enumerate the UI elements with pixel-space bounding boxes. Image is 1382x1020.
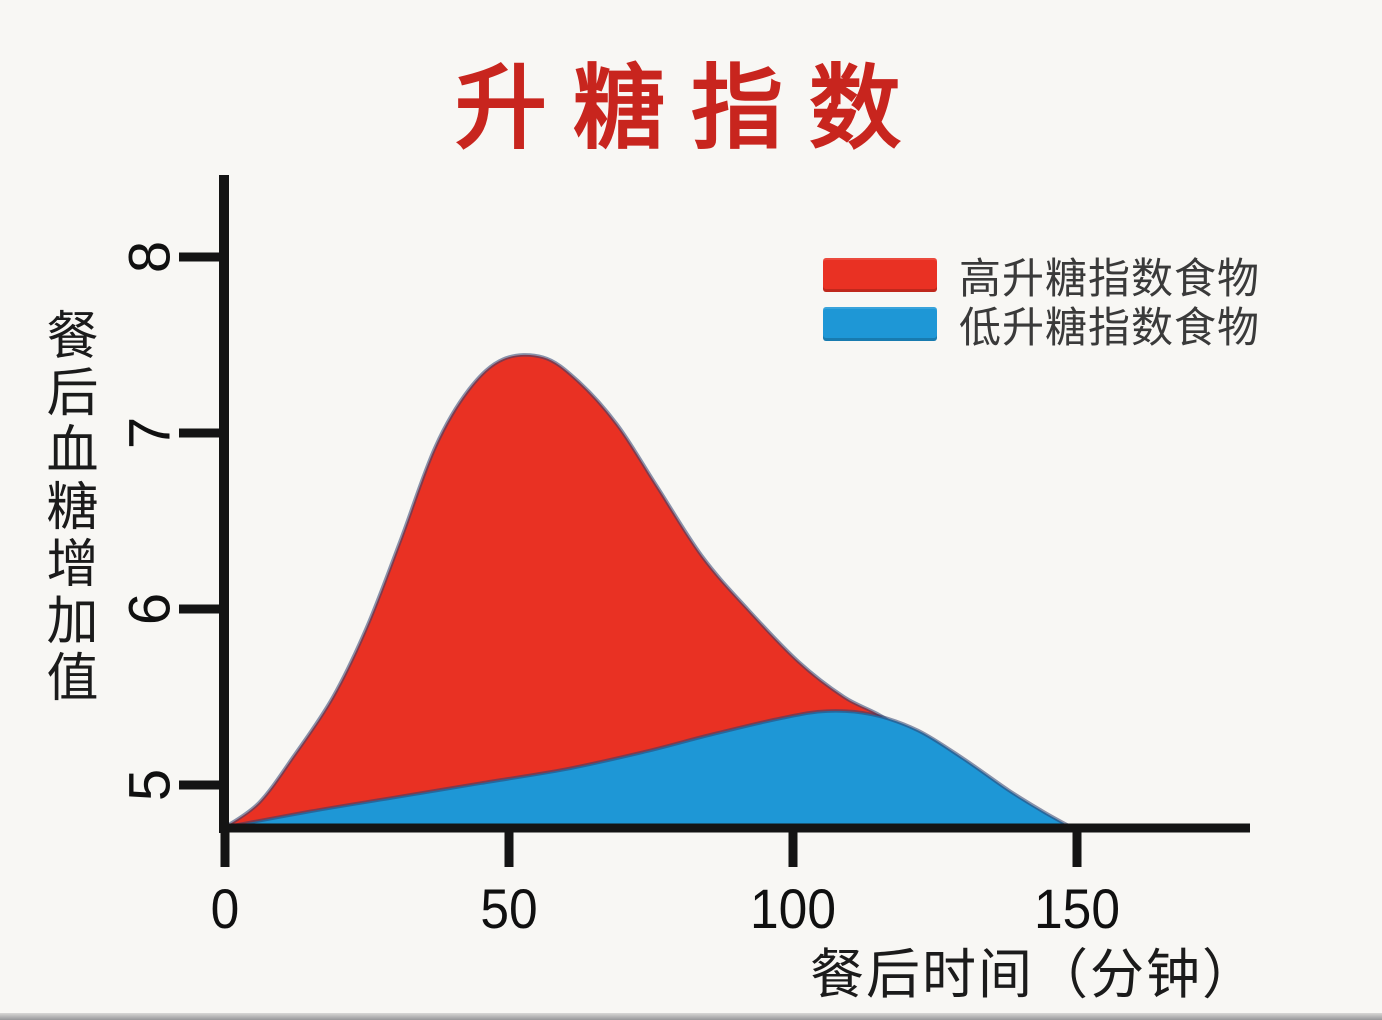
legend-item-low-gi: 低升糖指数食物 <box>823 304 1260 351</box>
legend-item-high-gi: 高升糖指数食物 <box>823 255 1260 302</box>
high-gi-swatch <box>823 258 937 292</box>
legend-label-high-gi: 高升糖指数食物 <box>959 254 1261 302</box>
x-tick-label: 150 <box>1034 877 1120 940</box>
high-gi-area <box>219 353 1014 829</box>
chart-title: 升糖指数 <box>454 58 927 160</box>
x-tick-label: 50 <box>480 877 538 940</box>
y-tick-label: 5 <box>117 768 183 802</box>
low-gi-swatch <box>823 307 937 341</box>
y-tick-label: 8 <box>117 240 183 274</box>
legend: 高升糖指数食物 低升糖指数食物 <box>823 255 1260 356</box>
photo-bottom-edge <box>0 1013 1382 1020</box>
y-tick-label: 7 <box>117 416 183 450</box>
x-tick-label: 100 <box>750 877 836 940</box>
x-axis-title: 餐后时间（分钟） <box>810 945 1258 1005</box>
y-axis-title: 餐后血糖增加值 <box>38 308 96 707</box>
x-tick-label: 0 <box>210 877 240 940</box>
legend-label-low-gi: 低升糖指数食物 <box>959 303 1261 351</box>
y-tick-label: 6 <box>117 592 183 626</box>
low-gi-area <box>224 709 1073 829</box>
